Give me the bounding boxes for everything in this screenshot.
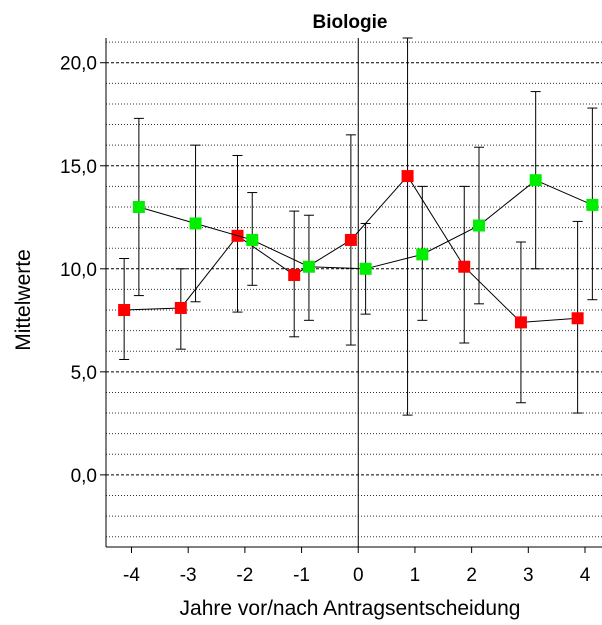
x-tick-label: 1 bbox=[410, 565, 421, 586]
data-point-marker bbox=[571, 312, 584, 325]
data-point-marker bbox=[529, 174, 542, 187]
y-axis-title: Mittelwerte bbox=[12, 249, 35, 351]
x-tick-label: -1 bbox=[293, 565, 310, 586]
y-tick-label: 5,0 bbox=[71, 363, 97, 384]
data-point-marker bbox=[401, 170, 414, 183]
plot-area: 0,0 5,0 10,0 15,0 20,0 -4 -3 -2 -1 0 1 2 3 4 bbox=[60, 37, 602, 586]
data-point-marker bbox=[472, 219, 485, 232]
data-point-marker bbox=[586, 198, 599, 211]
data-point-marker bbox=[359, 262, 372, 275]
y-tick-label: 0,0 bbox=[71, 466, 97, 487]
data-point-marker bbox=[189, 217, 202, 230]
data-point-marker bbox=[288, 268, 301, 281]
x-tick-label: -2 bbox=[236, 565, 253, 586]
data-point-marker bbox=[246, 233, 259, 246]
x-tick-label: 3 bbox=[523, 565, 534, 586]
data-point-marker bbox=[302, 260, 315, 273]
data-point-marker bbox=[514, 316, 527, 329]
y-tick-label: 20,0 bbox=[60, 54, 97, 75]
data-point-marker bbox=[344, 233, 357, 246]
y-tick-label: 10,0 bbox=[60, 260, 97, 281]
data-point-marker bbox=[118, 304, 131, 317]
x-tick-label: 2 bbox=[466, 565, 477, 586]
data-point-marker bbox=[132, 200, 145, 213]
data-point-marker bbox=[416, 248, 429, 261]
x-tick-label: 0 bbox=[353, 565, 364, 586]
data-point-marker bbox=[458, 260, 471, 273]
x-tick-label: -3 bbox=[180, 565, 197, 586]
y-tick-label: 15,0 bbox=[60, 157, 97, 178]
x-axis-title: Jahre vor/nach Antragsentscheidung bbox=[180, 597, 521, 620]
x-tick-label: -4 bbox=[123, 565, 140, 586]
chart-title: Biologie bbox=[313, 12, 388, 33]
data-point-marker bbox=[174, 301, 187, 314]
x-tick-label: 4 bbox=[580, 565, 591, 586]
